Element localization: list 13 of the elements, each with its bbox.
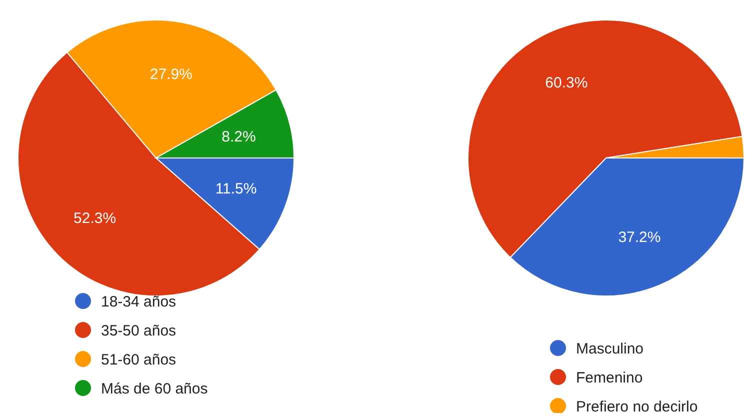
data-label: 27.9% [150,66,192,84]
legend-label: 18-34 años [101,293,176,310]
data-label: 8.2% [222,128,256,146]
data-label: 52.3% [74,210,116,228]
legend-label: Más de 60 años [101,380,208,398]
legend-label: Masculino [576,340,644,358]
legend-label: Femenino [576,369,643,386]
legend-label: 51-60 años [101,351,176,368]
data-label: 60.3% [545,74,588,92]
data-label: 37.2% [618,228,661,246]
legend-label: 35-50 años [101,322,176,340]
legend-label: Prefiero no decirlo [576,398,698,416]
data-label: 11.5% [215,180,257,198]
